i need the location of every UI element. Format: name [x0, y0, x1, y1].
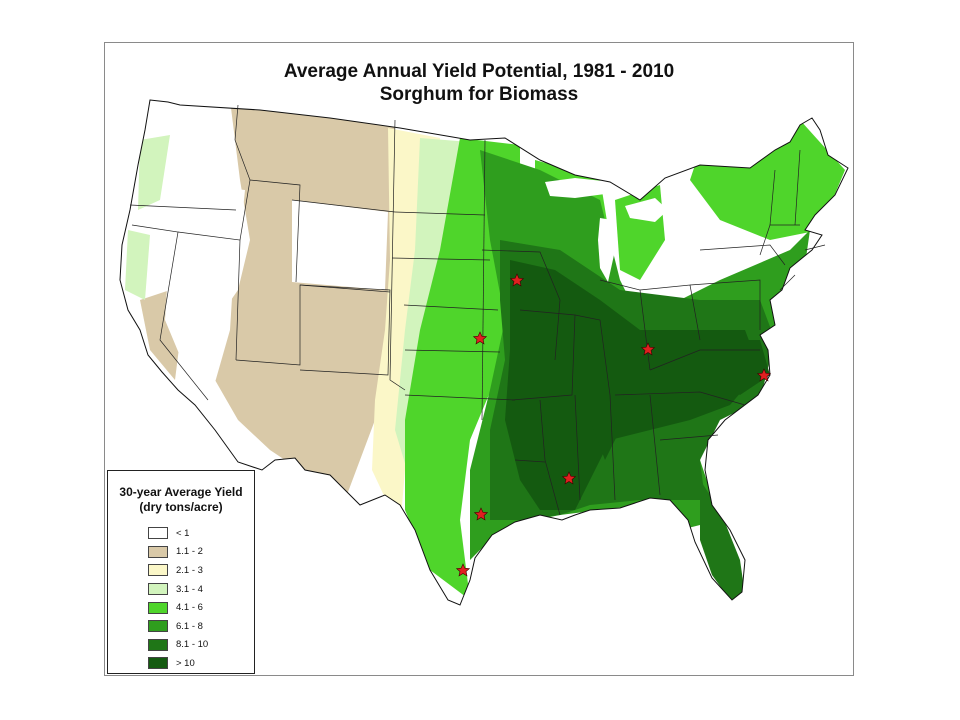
legend-swatch — [148, 564, 168, 577]
legend-swatch — [148, 583, 168, 596]
map-title-line1: Average Annual Yield Potential, 1981 - 2… — [283, 61, 675, 82]
legend-item: 6.1 - 8 — [148, 617, 254, 636]
legend-item: 1.1 - 2 — [148, 543, 254, 562]
legend-swatch — [148, 638, 168, 651]
legend: 30-year Average Yield (dry tons/acre) < … — [107, 470, 255, 674]
map-title-line2: Sorghum for Biomass — [379, 84, 579, 105]
legend-item: 3.1 - 4 — [148, 580, 254, 599]
map-title: Average Annual Yield Potential, 1981 - 2… — [104, 60, 854, 106]
site-star-iowa — [509, 273, 525, 287]
legend-label: < 1 — [176, 527, 190, 539]
legend-item: 8.1 - 10 — [148, 636, 254, 655]
legend-item: < 1 — [148, 524, 254, 543]
legend-title-line2: (dry tons/acre) — [139, 500, 223, 514]
site-star-kansas — [472, 331, 488, 345]
legend-label: 4.1 - 6 — [176, 602, 203, 614]
legend-items: < 1 1.1 - 2 2.1 - 3 3.1 - 4 4.1 - 6 6.1 … — [148, 524, 254, 673]
legend-swatch — [148, 620, 168, 633]
legend-swatch — [148, 601, 168, 614]
site-star-south-texas — [455, 563, 471, 577]
site-star-kentucky — [640, 342, 656, 356]
legend-label: 3.1 - 4 — [176, 583, 203, 595]
legend-swatch — [148, 657, 168, 670]
site-star-east-texas — [473, 507, 489, 521]
legend-label: > 10 — [176, 657, 195, 669]
legend-label: 8.1 - 10 — [176, 639, 209, 651]
legend-swatch — [148, 545, 168, 558]
site-star-north-carolina — [756, 368, 772, 382]
legend-item: 4.1 - 6 — [148, 598, 254, 617]
site-star-mississippi — [561, 471, 577, 485]
legend-swatch — [148, 527, 168, 540]
legend-label: 6.1 - 8 — [176, 620, 203, 632]
legend-label: 2.1 - 3 — [176, 564, 203, 576]
trial-sites — [455, 273, 772, 577]
state-boundaries — [119, 99, 849, 606]
legend-label: 1.1 - 2 — [176, 546, 203, 558]
legend-item: > 10 — [148, 654, 254, 673]
legend-item: 2.1 - 3 — [148, 561, 254, 580]
legend-title: 30-year Average Yield (dry tons/acre) — [108, 485, 254, 515]
legend-title-line1: 30-year Average Yield — [119, 485, 243, 499]
